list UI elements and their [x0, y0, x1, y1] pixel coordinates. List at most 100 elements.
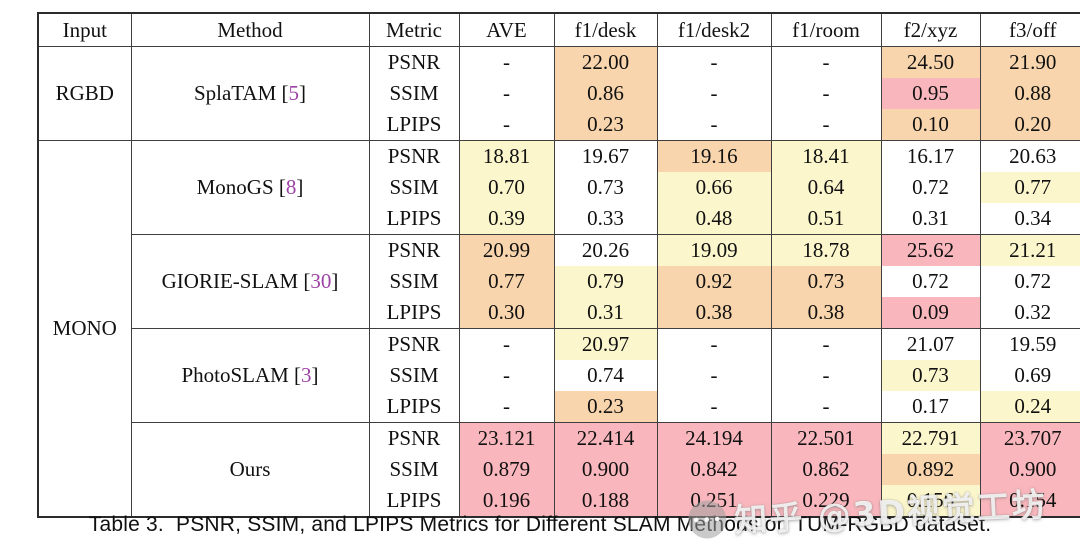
column-header: AVE [458, 13, 555, 47]
table-row: LPIPS 0.196 0.188 0.251 0.229 0.156 0.154 [38, 485, 1080, 517]
method-cell: Ours [130, 422, 370, 517]
value-cell: 0.38 [770, 297, 882, 329]
value-cell: - [458, 360, 555, 391]
value-cell: 19.16 [656, 140, 772, 172]
column-header: Method [130, 13, 370, 47]
value-cell: - [458, 391, 555, 423]
value-cell: 0.31 [553, 297, 658, 329]
table-row: SSIM 0.70 0.73 0.66 0.64 0.72 0.77 [38, 172, 1080, 203]
metric-cell: PSNR [368, 328, 460, 360]
column-header: f1/room [770, 13, 882, 47]
value-cell: 24.194 [656, 422, 772, 454]
value-cell: 0.33 [553, 203, 658, 235]
value-cell: 0.70 [458, 172, 555, 203]
value-cell: - [458, 109, 555, 141]
metric-cell: LPIPS [368, 203, 460, 235]
method-ref: 8 [285, 175, 297, 199]
value-cell: 0.17 [880, 391, 981, 423]
value-cell: 24.50 [880, 46, 981, 78]
table-caption: Table 3. PSNR, SSIM, and LPIPS Metrics f… [88, 513, 992, 536]
value-cell: 0.64 [770, 172, 882, 203]
metric-cell: SSIM [368, 78, 460, 109]
value-cell: 21.21 [979, 234, 1080, 266]
value-cell: 0.10 [880, 109, 981, 141]
value-cell: 0.95 [880, 78, 981, 109]
value-cell: 20.97 [553, 328, 658, 360]
method-cell: GIORIE-SLAM [30] [130, 234, 370, 329]
value-cell: 0.862 [770, 454, 882, 485]
metric-cell: LPIPS [368, 109, 460, 141]
value-cell: - [770, 46, 882, 78]
input-group-cell: MONO [37, 140, 132, 517]
value-cell: 0.842 [656, 454, 772, 485]
column-header: f1/desk2 [656, 13, 772, 47]
value-cell: 18.41 [770, 140, 882, 172]
value-cell: 0.156 [880, 485, 981, 517]
value-cell: 21.90 [979, 46, 1080, 78]
value-cell: - [656, 46, 772, 78]
metric-cell: LPIPS [368, 485, 460, 517]
table-row: GIORIE-SLAM [30] PSNR 20.99 20.26 19.09 18.78… [38, 234, 1080, 329]
method-ref: 30 [310, 269, 332, 293]
metric-cell: PSNR [368, 422, 460, 454]
results-table-wrap: Input Method Metric AVE f1/desk f1/desk2 f1/ro… [37, 12, 1080, 518]
value-cell: 0.900 [979, 454, 1080, 485]
value-cell: 0.72 [880, 172, 981, 203]
value-cell: 0.66 [656, 172, 772, 203]
metric-cell: SSIM [368, 454, 460, 485]
table-row: LPIPS 0.39 0.33 0.48 0.51 0.31 0.34 [38, 203, 1080, 235]
column-header: f2/xyz [880, 13, 981, 47]
value-cell: 0.23 [553, 109, 658, 141]
metric-cell: SSIM [368, 172, 460, 203]
value-cell: - [770, 109, 882, 141]
table-row: PhotoSLAM [3] PSNR -20.97- -21.07 19.59 [38, 328, 1080, 423]
value-cell: 0.34 [979, 203, 1080, 235]
value-cell: - [770, 360, 882, 391]
value-cell: - [656, 360, 772, 391]
column-header: Input [37, 13, 132, 47]
metric-cell: PSNR [368, 46, 460, 78]
value-cell: 0.92 [656, 266, 772, 297]
table-row: LPIPS 0.30 0.31 0.38 0.38 0.09 0.32 [38, 297, 1080, 329]
value-cell: 22.414 [553, 422, 658, 454]
value-cell: 20.63 [979, 140, 1080, 172]
value-cell: 0.77 [979, 172, 1080, 203]
metric-cell: LPIPS [368, 391, 460, 423]
table-row: SSIM -0.86- -0.95 0.88 [38, 78, 1080, 109]
value-cell: 0.892 [880, 454, 981, 485]
value-cell: 0.23 [553, 391, 658, 423]
value-cell: 22.00 [553, 46, 658, 78]
value-cell: 21.07 [880, 328, 981, 360]
value-cell: 22.791 [880, 422, 981, 454]
value-cell: 0.73 [770, 266, 882, 297]
value-cell: 18.78 [770, 234, 882, 266]
column-header: f1/desk [553, 13, 658, 47]
value-cell: 0.72 [880, 266, 981, 297]
value-cell: - [458, 46, 555, 78]
value-cell: 18.81 [458, 140, 555, 172]
method-ref: 3 [301, 363, 312, 387]
value-cell: 20.26 [553, 234, 658, 266]
value-cell: 0.196 [458, 485, 555, 517]
method-cell: PhotoSLAM [3] [130, 328, 370, 423]
table-row: Ours PSNR 23.121 22.414 24.194 22.501 22.791 23… [38, 422, 1080, 517]
value-cell: 0.74 [553, 360, 658, 391]
value-cell: 0.48 [656, 203, 772, 235]
value-cell: 19.09 [656, 234, 772, 266]
value-cell: - [770, 391, 882, 423]
table-row: SSIM 0.77 0.79 0.92 0.73 0.72 0.72 [38, 266, 1080, 297]
table-row: RGBD SplaTAM [5] PSNR -22.00- -24.50 21.90 [37, 46, 1080, 141]
input-group-cell: RGBD [37, 46, 132, 141]
value-cell: 25.62 [880, 234, 981, 266]
slam-metrics-table: Input Method Metric AVE f1/desk f1/desk2 f1/ro… [37, 12, 1080, 518]
value-cell: 16.17 [880, 140, 981, 172]
value-cell: - [770, 78, 882, 109]
value-cell: 19.67 [553, 140, 658, 172]
value-cell: 22.501 [770, 422, 882, 454]
value-cell: 0.879 [458, 454, 555, 485]
value-cell: 0.69 [979, 360, 1080, 391]
table-row: SSIM -0.74- -0.73 0.69 [38, 360, 1080, 391]
column-header: Metric [368, 13, 460, 47]
value-cell: 0.39 [458, 203, 555, 235]
value-cell: 0.73 [553, 172, 658, 203]
